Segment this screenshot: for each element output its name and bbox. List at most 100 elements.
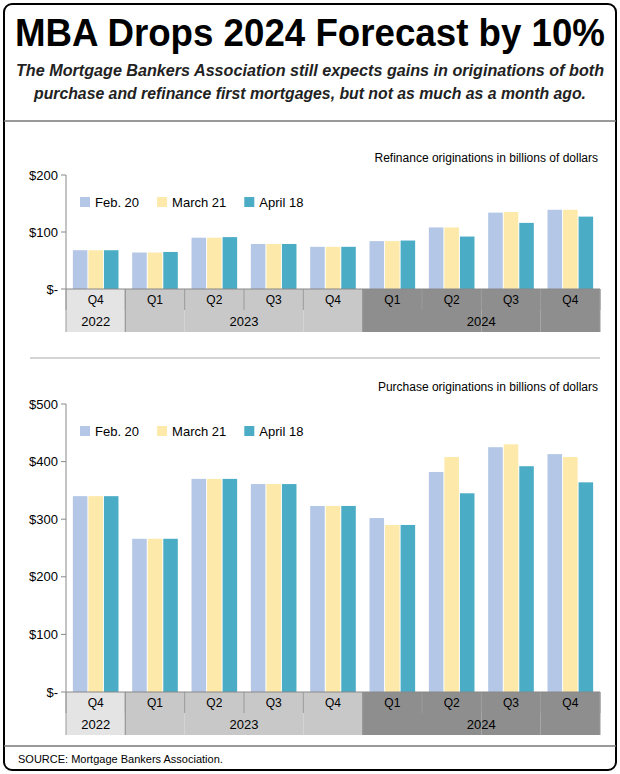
- category-cell: [125, 289, 184, 332]
- bar: [460, 237, 475, 289]
- chart-canvas: MBA Drops 2024 Forecast by 10%The Mortga…: [0, 0, 620, 774]
- bar: [488, 447, 503, 692]
- bar: [104, 250, 119, 289]
- category-label: Q1: [147, 293, 163, 307]
- category-separator: [303, 692, 304, 713]
- bar: [251, 244, 266, 289]
- bar: [429, 472, 444, 692]
- bar: [548, 210, 563, 289]
- y-axis: [66, 404, 67, 692]
- y-tick: [61, 289, 66, 290]
- bar: [548, 454, 563, 692]
- bar: [266, 484, 281, 692]
- y-tick-label: $500: [29, 397, 58, 412]
- y-axis: [66, 175, 67, 289]
- bar: [223, 479, 238, 692]
- y-tick-label: $300: [29, 512, 58, 527]
- bar: [370, 241, 385, 289]
- bars: [73, 210, 593, 289]
- bar: [504, 444, 519, 692]
- category-label: Q1: [147, 696, 163, 710]
- bars: [73, 444, 593, 692]
- bar: [579, 482, 594, 692]
- chart-title: Purchase originations in billions of dol…: [378, 380, 598, 394]
- group-separator: [125, 692, 126, 735]
- y-tick-label: $400: [29, 454, 58, 469]
- category-label: Q1: [384, 696, 400, 710]
- y-tick: [61, 232, 66, 233]
- category-cell: [363, 289, 422, 332]
- legend-label: March 21: [172, 424, 226, 439]
- y-tick: [61, 576, 66, 577]
- category-label: Q2: [206, 696, 222, 710]
- bar: [73, 496, 88, 692]
- bar: [132, 253, 147, 289]
- group-separator: [600, 289, 601, 332]
- category-label: Q1: [384, 293, 400, 307]
- group-label: 2022: [81, 314, 110, 329]
- bar: [310, 247, 325, 289]
- bar: [207, 479, 222, 692]
- category-label: Q2: [444, 293, 460, 307]
- group-separator: [362, 289, 363, 332]
- bar: [73, 250, 88, 289]
- category-label: Q3: [503, 696, 519, 710]
- bar: [132, 539, 147, 692]
- group-separator: [362, 289, 363, 332]
- legend: Feb. 20March 21April 18: [80, 195, 303, 210]
- y-tick-label: $200: [29, 168, 58, 183]
- category-separator: [540, 289, 541, 310]
- legend-label: March 21: [172, 195, 226, 210]
- x-axis: [66, 289, 600, 290]
- bar: [401, 241, 416, 289]
- group-label: 2023: [230, 314, 259, 329]
- category-cell: [541, 289, 600, 332]
- bar: [192, 479, 207, 692]
- y-tick: [61, 461, 66, 462]
- bar: [207, 238, 222, 289]
- group-label: 2022: [81, 717, 110, 732]
- bar: [504, 212, 519, 289]
- bar: [163, 252, 178, 289]
- bar: [192, 238, 207, 289]
- bar: [251, 484, 266, 692]
- category-separator: [244, 692, 245, 713]
- source: SOURCE: Mortgage Bankers Association.: [18, 753, 223, 765]
- legend-swatch: [244, 426, 254, 436]
- legend-label: Feb. 20: [95, 424, 139, 439]
- bar: [444, 457, 459, 692]
- category-label: Q3: [266, 696, 282, 710]
- legend-label: April 18: [259, 424, 303, 439]
- divider: [30, 358, 600, 359]
- category-cell: [125, 692, 184, 735]
- bar: [163, 539, 178, 692]
- category-label: Q4: [88, 696, 104, 710]
- legend-label: April 18: [259, 195, 303, 210]
- category-label: Q4: [562, 293, 578, 307]
- chart-title: Refinance originations in billions of do…: [375, 151, 598, 165]
- chart: Refinance originations in billions of do…: [29, 151, 600, 332]
- bar: [266, 244, 281, 289]
- bar: [326, 506, 341, 692]
- bar: [401, 525, 416, 692]
- category-cell: [541, 692, 600, 735]
- y-tick: [61, 634, 66, 635]
- bar: [88, 250, 103, 289]
- group-label: 2024: [467, 717, 496, 732]
- category-label: Q4: [325, 293, 341, 307]
- legend: Feb. 20 March 21 April 18: [80, 424, 303, 439]
- y-tick: [61, 692, 66, 693]
- bar: [385, 241, 400, 289]
- category-separator: [184, 692, 185, 713]
- bar: [429, 227, 444, 289]
- group-label: 2024: [467, 314, 496, 329]
- bar: [88, 496, 103, 692]
- group-separator: [66, 692, 67, 735]
- bar: [223, 237, 238, 289]
- legend-swatch: [157, 426, 167, 436]
- legend-swatch: [244, 197, 254, 207]
- group-separator: [125, 692, 126, 735]
- bar: [282, 244, 297, 289]
- bar: [341, 506, 356, 692]
- bar: [563, 457, 578, 692]
